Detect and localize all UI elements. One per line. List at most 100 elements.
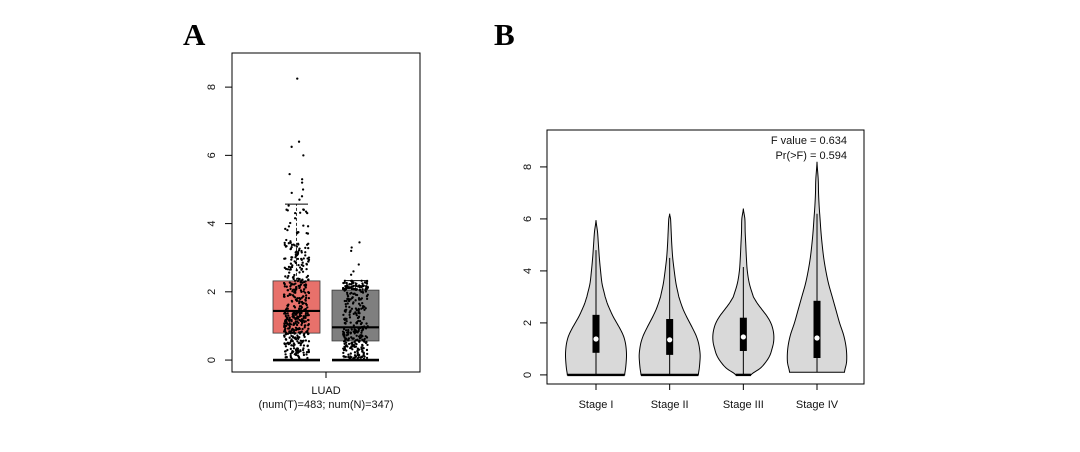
sample-point: [361, 338, 364, 341]
sample-point: [356, 347, 359, 350]
sample-point: [344, 344, 348, 348]
sample-point: [358, 337, 362, 340]
violin-group: [712, 208, 775, 377]
sample-point: [352, 324, 355, 327]
violin-iqr-box: [813, 300, 821, 359]
category-label: Stage III: [723, 399, 764, 411]
sample-point: [354, 284, 357, 287]
sample-point: [284, 333, 288, 336]
sample-point: [289, 221, 292, 225]
sample-point: [342, 313, 345, 317]
sample-point: [297, 356, 301, 359]
sample-point: [307, 247, 310, 250]
sample-point: [342, 358, 346, 361]
sample-point: [306, 232, 310, 235]
sample-point: [286, 358, 289, 362]
sample-point: [290, 243, 294, 246]
sample-point: [345, 291, 349, 294]
sample-point: [361, 350, 364, 353]
sample-point: [293, 217, 297, 220]
sample-point: [294, 211, 297, 215]
outlier-point: [300, 181, 304, 184]
sample-point: [286, 304, 289, 307]
sample-point: [344, 308, 347, 312]
outlier-point: [300, 178, 304, 181]
y-tick-label: 0: [206, 357, 218, 363]
sample-point: [358, 288, 361, 291]
sample-point: [344, 305, 348, 308]
sample-point: [349, 331, 352, 334]
sample-point: [361, 282, 364, 285]
sample-point: [360, 285, 363, 289]
sample-point: [284, 257, 287, 260]
sample-point: [349, 310, 352, 313]
sample-point: [361, 344, 364, 347]
sample-point: [364, 307, 367, 310]
sample-point: [359, 322, 363, 326]
panel-label-b: B: [494, 17, 515, 52]
sample-point: [285, 338, 288, 341]
sample-point: [360, 279, 363, 282]
sample-point: [353, 332, 356, 335]
sample-point: [291, 339, 294, 343]
sample-point: [294, 317, 297, 321]
sample-point: [349, 321, 352, 324]
sample-point: [300, 300, 304, 304]
violin-median-point: [740, 334, 746, 340]
sample-point: [305, 268, 308, 271]
sample-point: [304, 210, 308, 213]
sample-point: [357, 310, 360, 313]
sample-point: [284, 319, 288, 323]
sample-point: [305, 351, 309, 354]
sample-point: [302, 315, 305, 318]
sample-point: [364, 335, 367, 338]
sample-point: [301, 348, 305, 352]
sample-point: [348, 306, 351, 309]
sample-point: [295, 323, 299, 327]
category-label: Stage IV: [796, 399, 839, 411]
sample-point: [365, 348, 369, 352]
sample-point: [365, 295, 369, 298]
sample-point: [302, 333, 306, 336]
category-label: Stage II: [651, 399, 689, 411]
sample-point: [350, 279, 354, 282]
sample-point: [344, 338, 347, 341]
sample-point: [303, 320, 306, 324]
outlier-point: [358, 241, 361, 244]
sample-point: [357, 329, 360, 333]
sample-point: [300, 251, 303, 254]
sample-point: [351, 348, 354, 351]
sample-point: [288, 322, 291, 325]
sample-point: [298, 247, 301, 250]
sample-point: [290, 344, 293, 347]
sample-point: [295, 299, 298, 302]
sample-point: [296, 340, 299, 343]
sample-point: [343, 287, 346, 291]
violin-median-point: [814, 335, 820, 341]
sample-point: [355, 314, 358, 317]
sample-point: [296, 334, 299, 337]
sample-point: [289, 262, 293, 265]
sample-point: [296, 336, 299, 340]
y-axis: 0 2 4 6 8: [522, 164, 547, 378]
sample-point: [287, 225, 291, 228]
sample-point: [283, 350, 287, 353]
outlier-point: [290, 191, 293, 195]
sample-point: [296, 242, 300, 245]
sample-point: [299, 342, 303, 345]
sample-point: [299, 289, 303, 292]
sample-point: [355, 282, 358, 285]
sample-point: [285, 285, 288, 288]
sample-point: [289, 330, 292, 334]
sample-point: [355, 293, 359, 297]
sample-point: [357, 302, 361, 305]
sample-point: [299, 283, 303, 286]
sample-point: [300, 358, 303, 362]
sample-point: [291, 264, 294, 267]
sample-point: [294, 313, 297, 316]
sample-point: [283, 342, 286, 345]
sample-point: [284, 267, 288, 271]
sample-point: [284, 356, 287, 359]
sample-point: [357, 319, 360, 323]
